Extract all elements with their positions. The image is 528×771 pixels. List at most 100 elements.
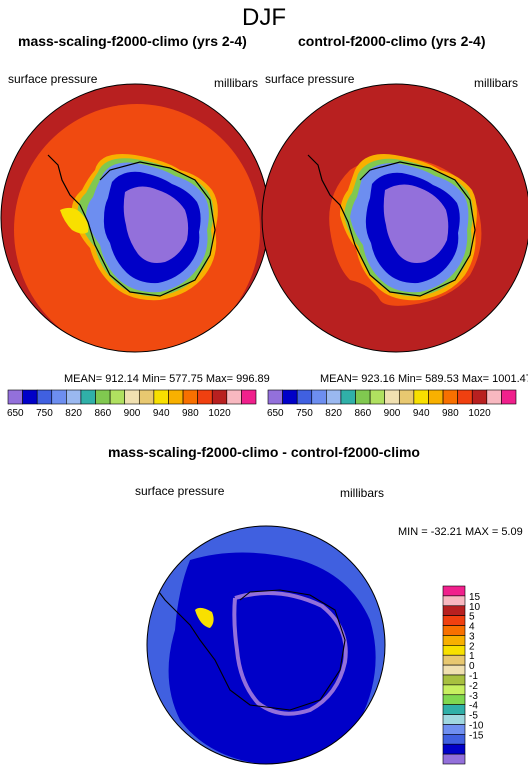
colorbar-tick-label: -5 xyxy=(469,711,478,722)
colorbar-swatch xyxy=(442,654,466,666)
colorbar-tick-label: 1 xyxy=(469,651,475,662)
colorbar-tick-label: 650 xyxy=(7,408,24,419)
right-stats: MEAN= 923.16 Min= 589.53 Max= 1001.47 xyxy=(320,373,528,385)
colorbar-swatch xyxy=(138,389,155,405)
right-colorbar: 650 750 820 860 900 940 980 1020 xyxy=(267,389,517,419)
colorbar-tick-label: -2 xyxy=(469,681,478,692)
colorbar-tick-label: 980 xyxy=(442,408,459,419)
colorbar-swatch xyxy=(211,389,228,405)
colorbar-swatch xyxy=(457,389,473,405)
colorbar-tick-label: 820 xyxy=(325,408,342,419)
difference-units-label: millibars xyxy=(340,486,385,500)
colorbar-tick-label: -4 xyxy=(469,701,478,712)
colorbar-swatch xyxy=(442,704,466,715)
colorbar-swatch xyxy=(296,389,313,405)
colorbar-swatch xyxy=(442,684,466,696)
colorbar-tick-label: 860 xyxy=(94,408,111,419)
colorbar-swatch xyxy=(355,389,371,405)
colorbar-swatch xyxy=(95,389,111,405)
colorbar-tick-label: 1020 xyxy=(468,408,491,419)
colorbar-swatch xyxy=(369,389,386,405)
colorbar-tick-label: 4 xyxy=(469,622,475,633)
right-panel-title: control-f2000-climo (yrs 2-4) xyxy=(298,33,486,49)
colorbar-swatch xyxy=(442,734,466,745)
colorbar-swatch xyxy=(340,389,356,405)
colorbar-tick-label: 5 xyxy=(469,612,475,623)
colorbar-tick-label: 940 xyxy=(413,408,430,419)
right-polar-map xyxy=(261,83,528,353)
colorbar-swatch xyxy=(267,389,283,405)
colorbar-tick-label: 650 xyxy=(267,408,284,419)
colorbar-swatch xyxy=(486,389,502,405)
colorbar-tick-label: 15 xyxy=(469,592,481,603)
colorbar-swatch xyxy=(36,389,53,405)
right-units-label: millibars xyxy=(474,76,519,90)
colorbar-tick-label: 1020 xyxy=(208,408,231,419)
colorbar-tick-label: 10 xyxy=(469,602,481,613)
difference-stats: MIN = -32.21 MAX = 5.09 xyxy=(398,526,523,538)
colorbar-tick-label: 2 xyxy=(469,641,475,652)
colorbar-swatch xyxy=(311,389,327,405)
colorbar-swatch xyxy=(442,605,466,616)
colorbar-swatch xyxy=(282,389,298,405)
colorbar-swatch xyxy=(168,389,184,405)
left-stats: MEAN= 912.14 Min= 577.75 Max= 996.89 xyxy=(64,373,270,385)
colorbar-tick-label: 820 xyxy=(65,408,82,419)
colorbar-swatch xyxy=(442,615,466,626)
colorbar-swatch xyxy=(442,625,466,636)
difference-polar-map xyxy=(146,525,386,765)
left-polar-map xyxy=(0,83,270,353)
colorbar-swatch xyxy=(442,694,466,705)
left-colorbar: 650 750 820 860 900 940 980 1020 xyxy=(7,389,257,419)
colorbar-swatch xyxy=(442,635,466,646)
colorbar-tick-label: 860 xyxy=(354,408,371,419)
colorbar-swatch xyxy=(80,389,96,405)
colorbar-swatch xyxy=(442,585,466,597)
page-title: DJF xyxy=(242,4,286,31)
left-units-label: millibars xyxy=(214,76,259,90)
colorbar-swatch xyxy=(442,645,466,656)
colorbar-swatch xyxy=(153,389,169,405)
colorbar-swatch xyxy=(428,389,444,405)
colorbar-swatch xyxy=(501,389,517,405)
colorbar-tick-label: 750 xyxy=(296,408,313,419)
colorbar-swatch xyxy=(442,674,466,686)
colorbar-swatch xyxy=(442,714,466,725)
colorbar-tick-label: 940 xyxy=(153,408,170,419)
colorbar-tick-label: 3 xyxy=(469,631,475,642)
colorbar-tick-label: 900 xyxy=(124,408,141,419)
colorbar-swatch xyxy=(326,389,342,405)
colorbar-swatch xyxy=(66,389,82,405)
colorbar-swatch xyxy=(241,389,257,405)
colorbar-swatch xyxy=(442,743,466,755)
colorbar-swatch xyxy=(384,389,400,405)
colorbar-swatch xyxy=(442,724,466,735)
colorbar-swatch xyxy=(182,389,198,405)
colorbar-tick-label: 980 xyxy=(182,408,199,419)
colorbar-swatch xyxy=(109,389,126,405)
colorbar-tick-label: -1 xyxy=(469,671,478,682)
colorbar-swatch xyxy=(413,389,429,405)
colorbar-swatch xyxy=(442,595,466,607)
colorbar-tick-label: 750 xyxy=(36,408,53,419)
left-panel-title: mass-scaling-f2000-climo (yrs 2-4) xyxy=(18,33,247,49)
colorbar-swatch xyxy=(197,389,213,405)
colorbar-swatch xyxy=(442,389,458,405)
colorbar-swatch xyxy=(226,389,242,405)
colorbar-tick-label: -15 xyxy=(469,730,484,741)
colorbar-swatch xyxy=(51,389,67,405)
difference-variable-label: surface pressure xyxy=(135,484,225,498)
colorbar-swatch xyxy=(471,389,488,405)
colorbar-tick-label: 900 xyxy=(384,408,401,419)
colorbar-tick-label: 0 xyxy=(469,661,475,672)
colorbar-swatch xyxy=(7,389,23,405)
left-variable-label: surface pressure xyxy=(8,72,98,86)
colorbar-tick-label: -3 xyxy=(469,691,478,702)
colorbar-swatch xyxy=(442,753,466,765)
colorbar-swatch xyxy=(124,389,140,405)
difference-title: mass-scaling-f2000-climo - control-f2000… xyxy=(108,444,420,460)
colorbar-swatch xyxy=(22,389,38,405)
colorbar-tick-label: -10 xyxy=(469,720,484,731)
